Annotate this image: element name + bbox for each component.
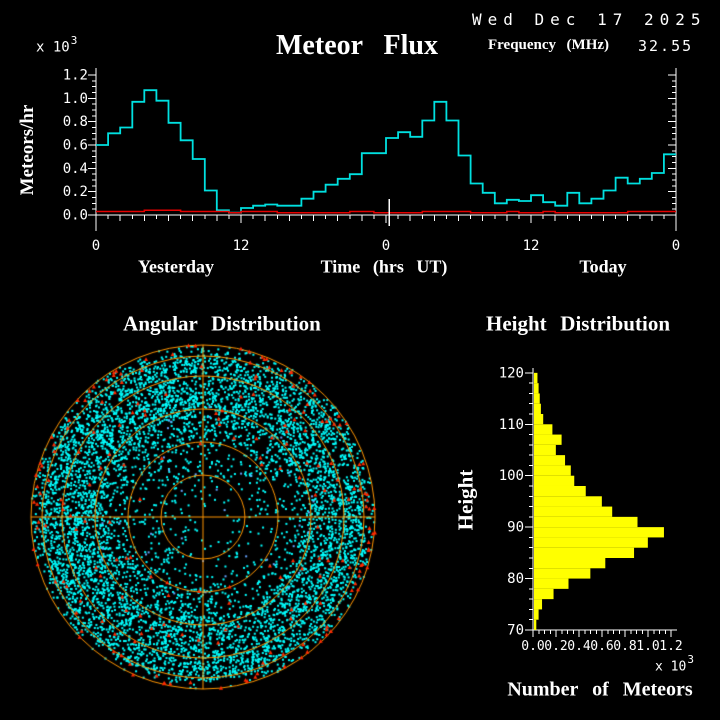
height-bar xyxy=(534,599,543,610)
flux-x-tick-label: 0 xyxy=(382,238,390,254)
height-bar xyxy=(534,568,591,579)
height-bar xyxy=(534,393,540,404)
height-bar xyxy=(534,403,541,414)
height-bar xyxy=(534,444,556,456)
height-x-tick-label: 0.0 xyxy=(521,639,544,654)
flux-x-tick-label: 12 xyxy=(523,238,540,254)
height-bar xyxy=(534,383,539,394)
height-bar xyxy=(534,588,554,600)
flux-y-tick-label: 1.2 xyxy=(63,67,88,83)
x-section-label-yesterday: Yesterday xyxy=(138,256,214,277)
height-y-tick-label: 110 xyxy=(499,417,524,433)
height-bar xyxy=(534,424,553,435)
height-distribution-title: Height Distribution xyxy=(486,311,670,336)
flux-chart: 0.0 0.2 0.4 0.6 0.8 1.0 1.2 0 12 0 12 0 xyxy=(63,67,681,254)
background-noise-series xyxy=(96,209,676,214)
height-bar xyxy=(534,537,648,548)
height-bar xyxy=(534,485,586,497)
height-bar xyxy=(534,609,539,620)
height-bar xyxy=(534,516,638,528)
meteor-flux-series xyxy=(96,89,676,214)
height-y-tick-label: 100 xyxy=(499,468,524,484)
height-bar xyxy=(534,527,664,538)
height-x-tick-label: 0.2 xyxy=(544,639,567,654)
height-bar xyxy=(534,547,635,558)
height-bar xyxy=(534,372,538,384)
height-x-scale-base: x 10 xyxy=(655,659,687,675)
flux-y-tick-label: 0.0 xyxy=(63,208,88,224)
height-x-tick-label: 1.0 xyxy=(636,639,659,654)
angular-distribution-title: Angular Distribution xyxy=(123,311,321,336)
angular-distribution-plot xyxy=(23,337,383,697)
flux-y-tick-label: 0.8 xyxy=(63,114,88,130)
height-bar xyxy=(534,506,613,517)
height-y-tick-label: 80 xyxy=(507,571,524,587)
height-y-axis-label: Height xyxy=(453,469,478,531)
height-y-tick-label: 120 xyxy=(499,365,524,381)
flux-x-tick-label: 0 xyxy=(92,238,100,254)
flux-y-scale-base: x 10 xyxy=(36,39,70,56)
height-y-tick-label: 70 xyxy=(507,623,524,639)
height-x-scale-label: x 103 xyxy=(655,653,694,675)
height-x-axis-label: Number of Meteors xyxy=(507,678,693,701)
height-x-scale-exponent: 3 xyxy=(687,653,694,666)
height-bar xyxy=(534,496,602,507)
height-x-tick-label: 0.8 xyxy=(613,639,636,654)
x-section-label-today: Today xyxy=(579,256,627,277)
height-bar xyxy=(534,465,571,476)
flux-y-tick-label: 0.2 xyxy=(63,184,88,200)
flux-x-axis-label: Time (hrs UT) xyxy=(320,256,448,277)
flux-x-tick-label: 12 xyxy=(233,238,250,254)
flux-x-tick-label: 0 xyxy=(672,238,680,254)
frequency-label: Frequency (MHz) xyxy=(488,37,610,53)
flux-y-tick-label: 1.0 xyxy=(63,91,88,107)
flux-y-tick-label: 0.6 xyxy=(63,137,88,153)
height-distribution-chart: 120 110 100 90 80 700.0 0.2 0.4 0.6 0.8 1.0 1.2 xyxy=(499,365,683,654)
height-bar xyxy=(534,557,606,569)
height-y-tick-label: 90 xyxy=(507,520,524,536)
height-x-tick-label: 1.2 xyxy=(659,639,682,654)
frequency-value: 32.55 xyxy=(638,37,694,55)
height-bar xyxy=(534,455,566,466)
height-x-tick-label: 0.4 xyxy=(567,639,591,654)
flux-y-scale-label: x 103 xyxy=(36,34,78,56)
date-text: Wed Dec 17 2025 xyxy=(472,10,707,29)
flux-y-scale-exponent: 3 xyxy=(70,34,78,47)
height-bar xyxy=(534,434,562,445)
height-bar xyxy=(534,619,537,630)
flux-chart-title: Meteor Flux xyxy=(276,30,438,61)
height-bar xyxy=(534,413,544,425)
flux-y-tick-label: 0.4 xyxy=(63,161,88,177)
height-x-tick-label: 0.6 xyxy=(590,639,613,654)
height-bar xyxy=(534,475,575,486)
height-bar xyxy=(534,578,569,589)
